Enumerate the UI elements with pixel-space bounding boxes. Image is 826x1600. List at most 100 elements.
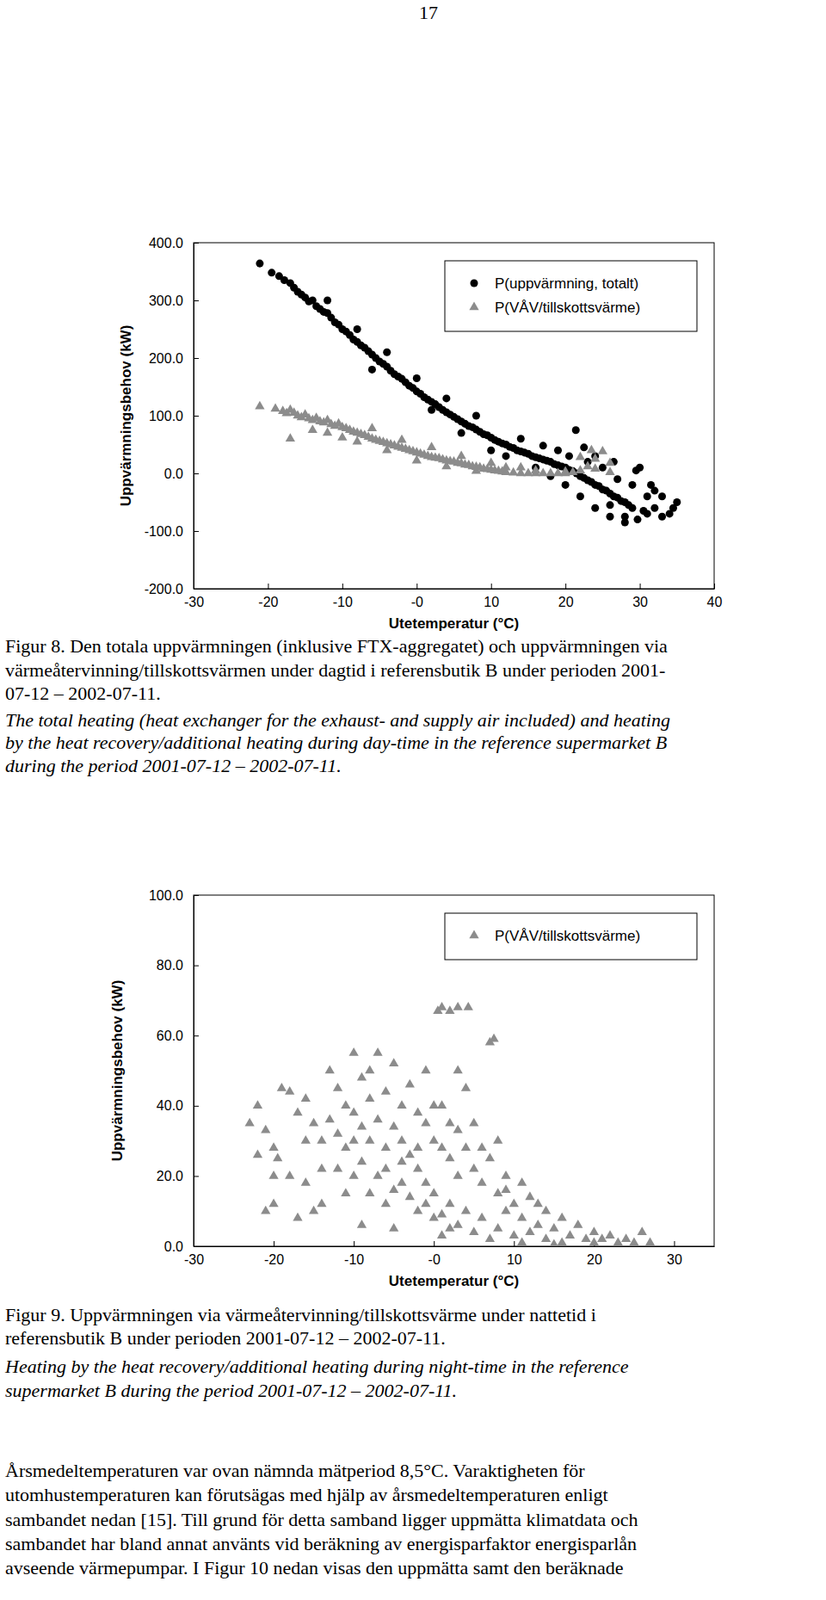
triangle-point (541, 1232, 551, 1242)
y-tick-label: 100.0 (148, 408, 184, 424)
x-axis: -30-20-10-010203040 (184, 583, 723, 610)
legend-marker (468, 301, 479, 310)
triangle-point (367, 422, 377, 432)
page-number: 17 (419, 1, 438, 24)
circle-point (413, 374, 421, 383)
x-tick-label: 20 (558, 594, 574, 610)
triangle-point (381, 1163, 391, 1172)
triangle-point (325, 1064, 335, 1073)
triangle-point (437, 1208, 447, 1218)
circle-point (382, 348, 391, 357)
circle-point (650, 504, 659, 512)
plot-area (245, 1001, 656, 1246)
caption: Figur 8. Den totala uppvärmningen (inklu… (5, 634, 671, 777)
y-tick-mark (193, 1105, 199, 1107)
paragraph-line: avseende värmepumpar. I Figur 10 nedan v… (5, 1556, 623, 1579)
triangle-point (381, 1141, 391, 1151)
triangle-point (316, 1198, 327, 1208)
triangle-point (388, 1121, 399, 1130)
x-tick: 10 (483, 583, 500, 610)
x-tick-label: -30 (184, 594, 204, 610)
triangle-point (388, 1057, 399, 1067)
circle-point (605, 512, 614, 521)
triangle-point (429, 1187, 439, 1196)
triangle-point (426, 441, 437, 450)
circle-point (591, 504, 599, 512)
y-tick-mark (193, 1035, 199, 1036)
paragraph: Årsmedeltemperaturen var ovan nämnda mät… (5, 1459, 639, 1579)
triangle-point (461, 1205, 471, 1215)
triangle-point (388, 1222, 399, 1232)
triangle-point (396, 1156, 407, 1166)
triangle-point (340, 1099, 351, 1109)
y-tick-mark (193, 894, 199, 896)
caption-line: värmeåtervinning/tillskottsvärmen under … (5, 659, 666, 681)
circle-point (442, 394, 450, 402)
triangle-point (429, 1099, 439, 1109)
triangle-point (486, 456, 496, 466)
y-tick-label: 80.0 (156, 957, 184, 973)
triangle-point (277, 1082, 287, 1092)
x-tick: -20 (258, 583, 278, 610)
triangle-point (575, 451, 586, 461)
triangle-point (413, 1106, 423, 1116)
triangle-point (500, 462, 511, 471)
triangle-point (493, 1222, 503, 1232)
circle-point (621, 517, 629, 526)
caption-line-en: supermarket B during the period 2001-07-… (5, 1379, 457, 1401)
triangle-point (316, 1163, 327, 1172)
x-tick-label: -20 (264, 1251, 284, 1267)
circle-point (255, 259, 264, 268)
y-tick: 300.0 (148, 293, 199, 309)
triangle-point (590, 453, 600, 463)
y-tick: 0.0 (164, 466, 199, 481)
triangle-point (349, 1170, 359, 1179)
plot-frame (193, 242, 715, 589)
triangle-point (332, 1082, 343, 1092)
circle-point (643, 509, 652, 518)
triangle-point (453, 1064, 463, 1073)
legend: P(uppvärmning, totalt)P(VÅV/tillskottsvä… (444, 260, 697, 332)
triangle-point (586, 444, 597, 454)
x-tick: 40 (707, 583, 723, 610)
y-axis: 0.020.040.060.080.0100.0 (148, 887, 199, 1254)
y-tick: 20.0 (156, 1168, 199, 1184)
triangle-point (268, 1170, 278, 1179)
circle-point (598, 463, 607, 472)
triangle-point (420, 1064, 431, 1073)
circle-point (632, 466, 641, 475)
x-tick-mark (565, 583, 567, 589)
x-axis-line (194, 1245, 716, 1247)
y-tick-mark (193, 415, 199, 417)
page: 17-30-20-10-010203040-200.0-100.00.0100.… (0, 0, 826, 1600)
triangle-point (437, 1141, 447, 1151)
caption-line: Figur 8. Den totala uppvärmningen (inklu… (5, 634, 668, 657)
triangle-point (420, 1198, 431, 1208)
triangle-point (508, 467, 518, 476)
x-tick: -0 (428, 1240, 441, 1267)
triangle-point (429, 1212, 439, 1221)
triangle-point (396, 434, 407, 444)
y-tick-mark (193, 1245, 199, 1247)
triangle-point (437, 1229, 447, 1239)
y-tick: 200.0 (148, 351, 199, 366)
triangle-point (420, 1117, 431, 1127)
triangle-point (560, 465, 571, 475)
x-tick-label: -30 (184, 1251, 204, 1267)
triangle-point (388, 1183, 399, 1193)
y-tick-mark (193, 530, 199, 532)
circle-point (368, 365, 377, 374)
y-tick-mark (193, 300, 199, 302)
triangle-point (621, 1232, 631, 1242)
x-tick-mark (342, 583, 344, 589)
triangle-point (645, 1236, 655, 1246)
triangle-point (272, 1152, 283, 1161)
triangle-point (301, 1177, 311, 1186)
circle-point (427, 406, 436, 414)
legend-box (444, 912, 697, 960)
x-tick-label: 30 (632, 594, 648, 610)
circle-point (647, 480, 655, 489)
circle-point (501, 451, 510, 460)
triangle-point (597, 445, 608, 455)
x-tick-label: 20 (586, 1251, 603, 1267)
